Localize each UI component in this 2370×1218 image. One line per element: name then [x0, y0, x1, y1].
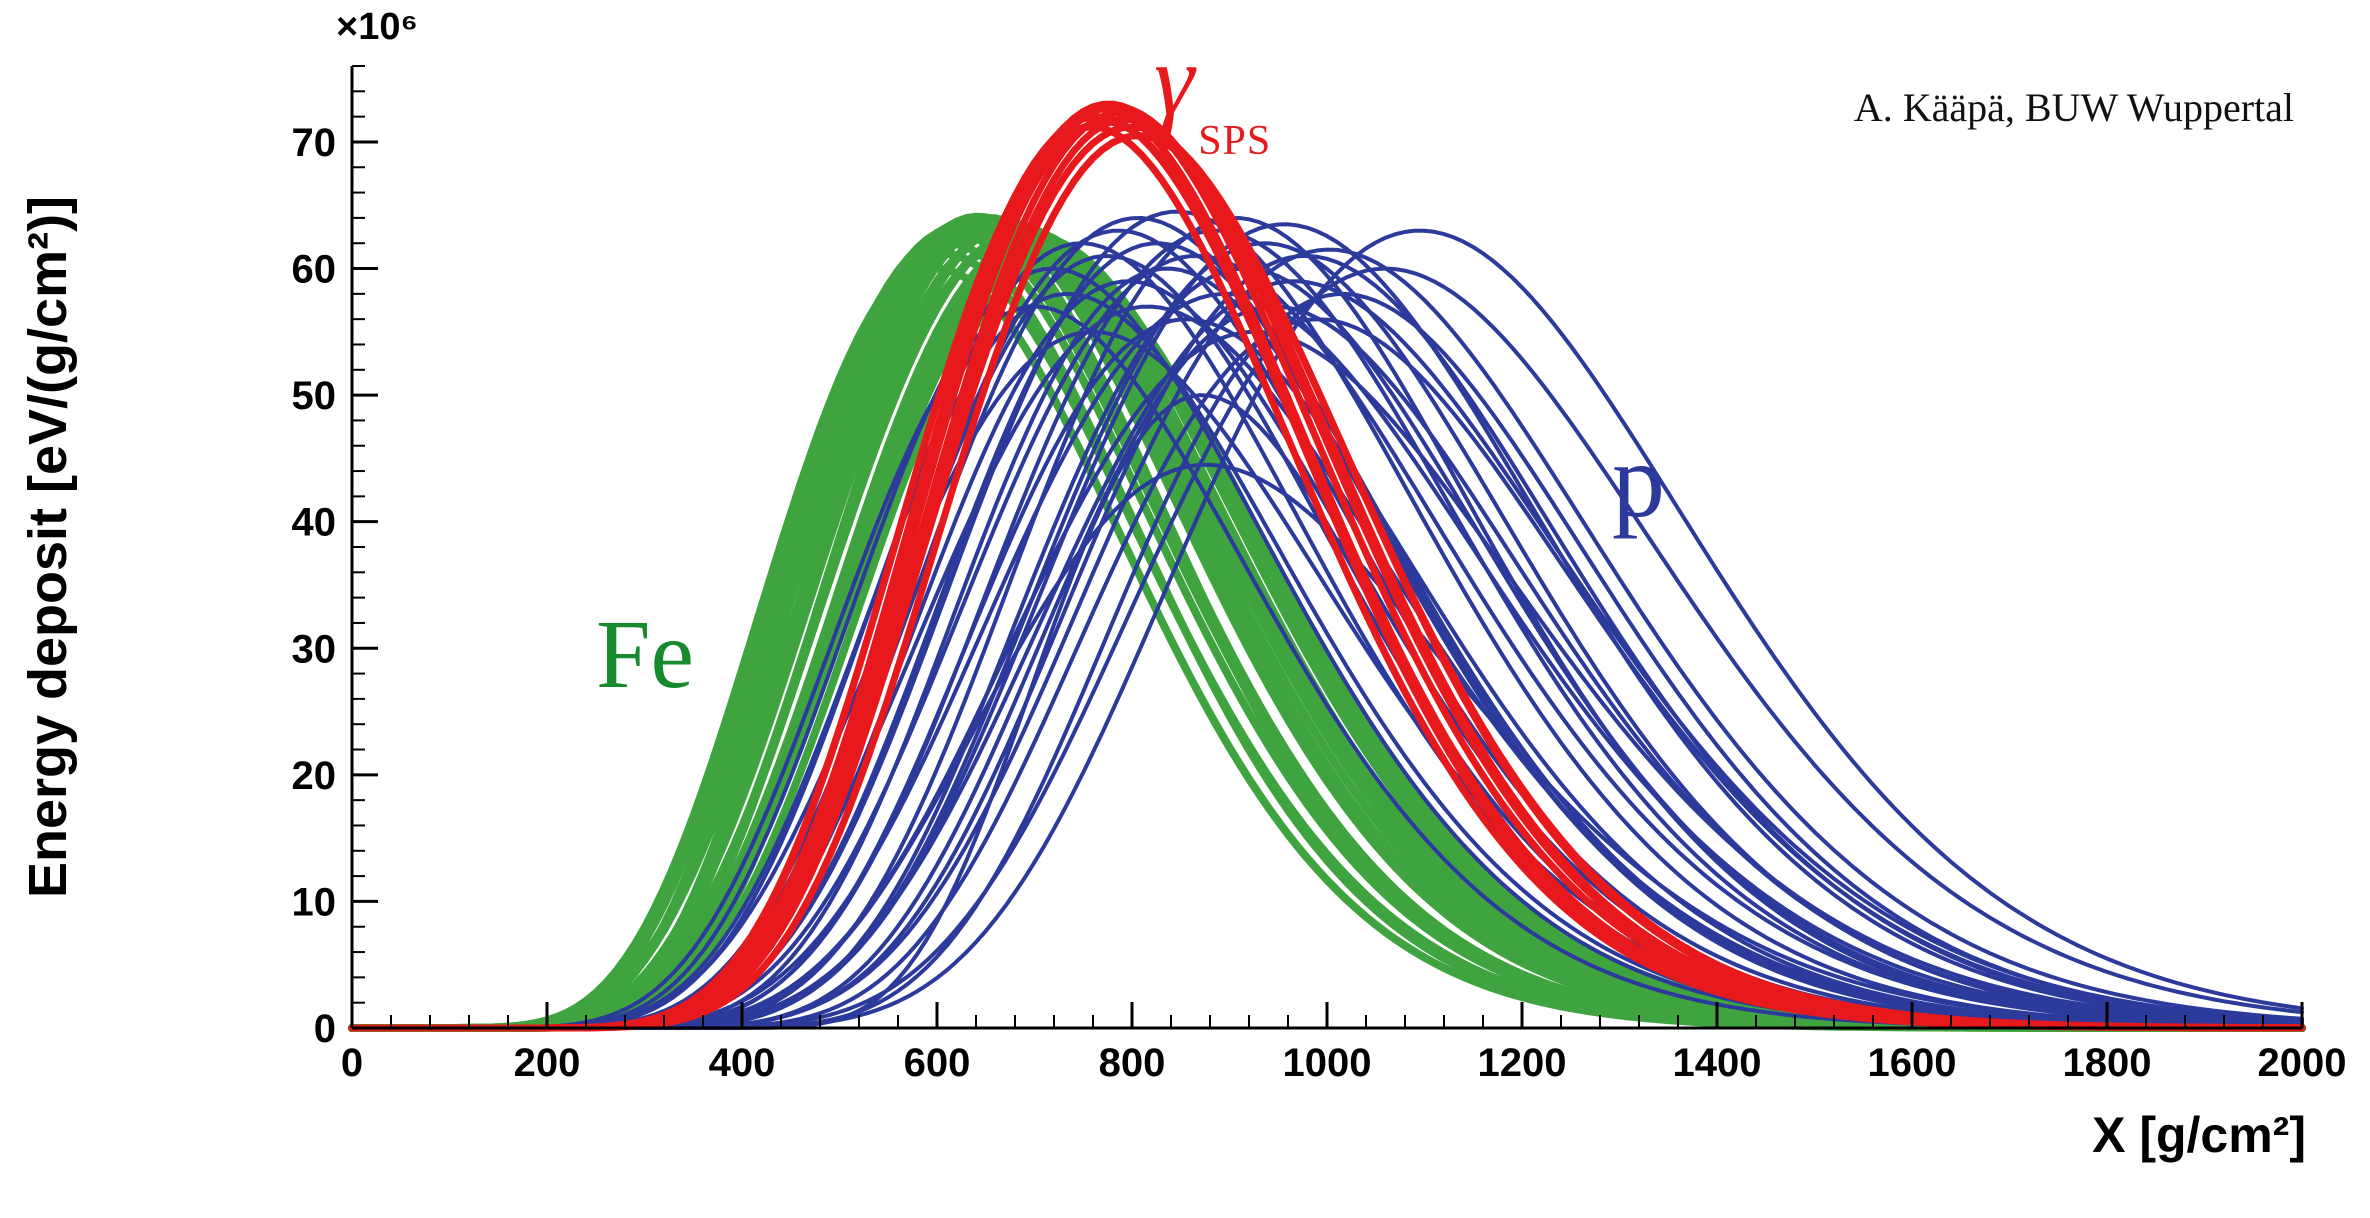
tick-marks [350, 65, 2304, 1030]
series-gamma-sps [348, 100, 2306, 1032]
x-tick-label: 600 [904, 1041, 971, 1085]
x-tick-label: 1400 [1673, 1041, 1762, 1085]
y-tick-label: 0 [314, 1007, 336, 1051]
tick-labels: 0 200 400 600 800 1000 1200 1400 1600 1800 2000 0 10… [292, 121, 2347, 1085]
y-tick-label: 40 [292, 501, 337, 545]
gamma-sps-curve [348, 118, 2306, 1032]
gamma-sps-curve [348, 103, 2306, 1032]
x-tick-label: 2000 [2258, 1041, 2347, 1085]
x-tick-label: 0 [341, 1041, 363, 1085]
y-tick-label: 70 [292, 121, 337, 165]
y-axis-scale-label: ×10⁶ [336, 6, 418, 48]
x-axis-title: X [g/cm²] [2092, 1107, 2306, 1163]
x-tick-label: 1200 [1478, 1041, 1567, 1085]
y-axis-title: Energy deposit [eV/(g/cm²)] [18, 195, 78, 899]
series-label-gamma-sps: γSPS [1154, 30, 1272, 164]
gamma-sps-curve [348, 123, 2306, 1032]
y-tick-label: 30 [292, 627, 337, 671]
y-tick-label: 10 [292, 880, 337, 924]
y-tick-label: 50 [292, 374, 337, 418]
y-tick-label: 60 [292, 248, 337, 292]
series-label-fe: Fe [596, 601, 694, 709]
x-tick-label: 1800 [2063, 1041, 2152, 1085]
gamma-sps-curve [348, 100, 2306, 1032]
x-tick-label: 1000 [1283, 1041, 1372, 1085]
gamma-glyph: γ [1154, 24, 1195, 137]
x-tick-label: 1600 [1868, 1041, 1957, 1085]
y-axis-title-wrap: Energy deposit [eV/(g/cm²)] [8, 0, 88, 1094]
x-tick-label: 800 [1099, 1041, 1166, 1085]
x-tick-label: 200 [514, 1041, 581, 1085]
x-tick-label: 400 [709, 1041, 776, 1085]
gamma-sps-curve [348, 123, 2306, 1032]
y-tick-label: 20 [292, 754, 337, 798]
gamma-subscript: SPS [1198, 118, 1272, 164]
credit-annotation: A. Kääpä, BUW Wuppertal [1853, 85, 2294, 130]
series-label-p: p [1612, 422, 1665, 539]
